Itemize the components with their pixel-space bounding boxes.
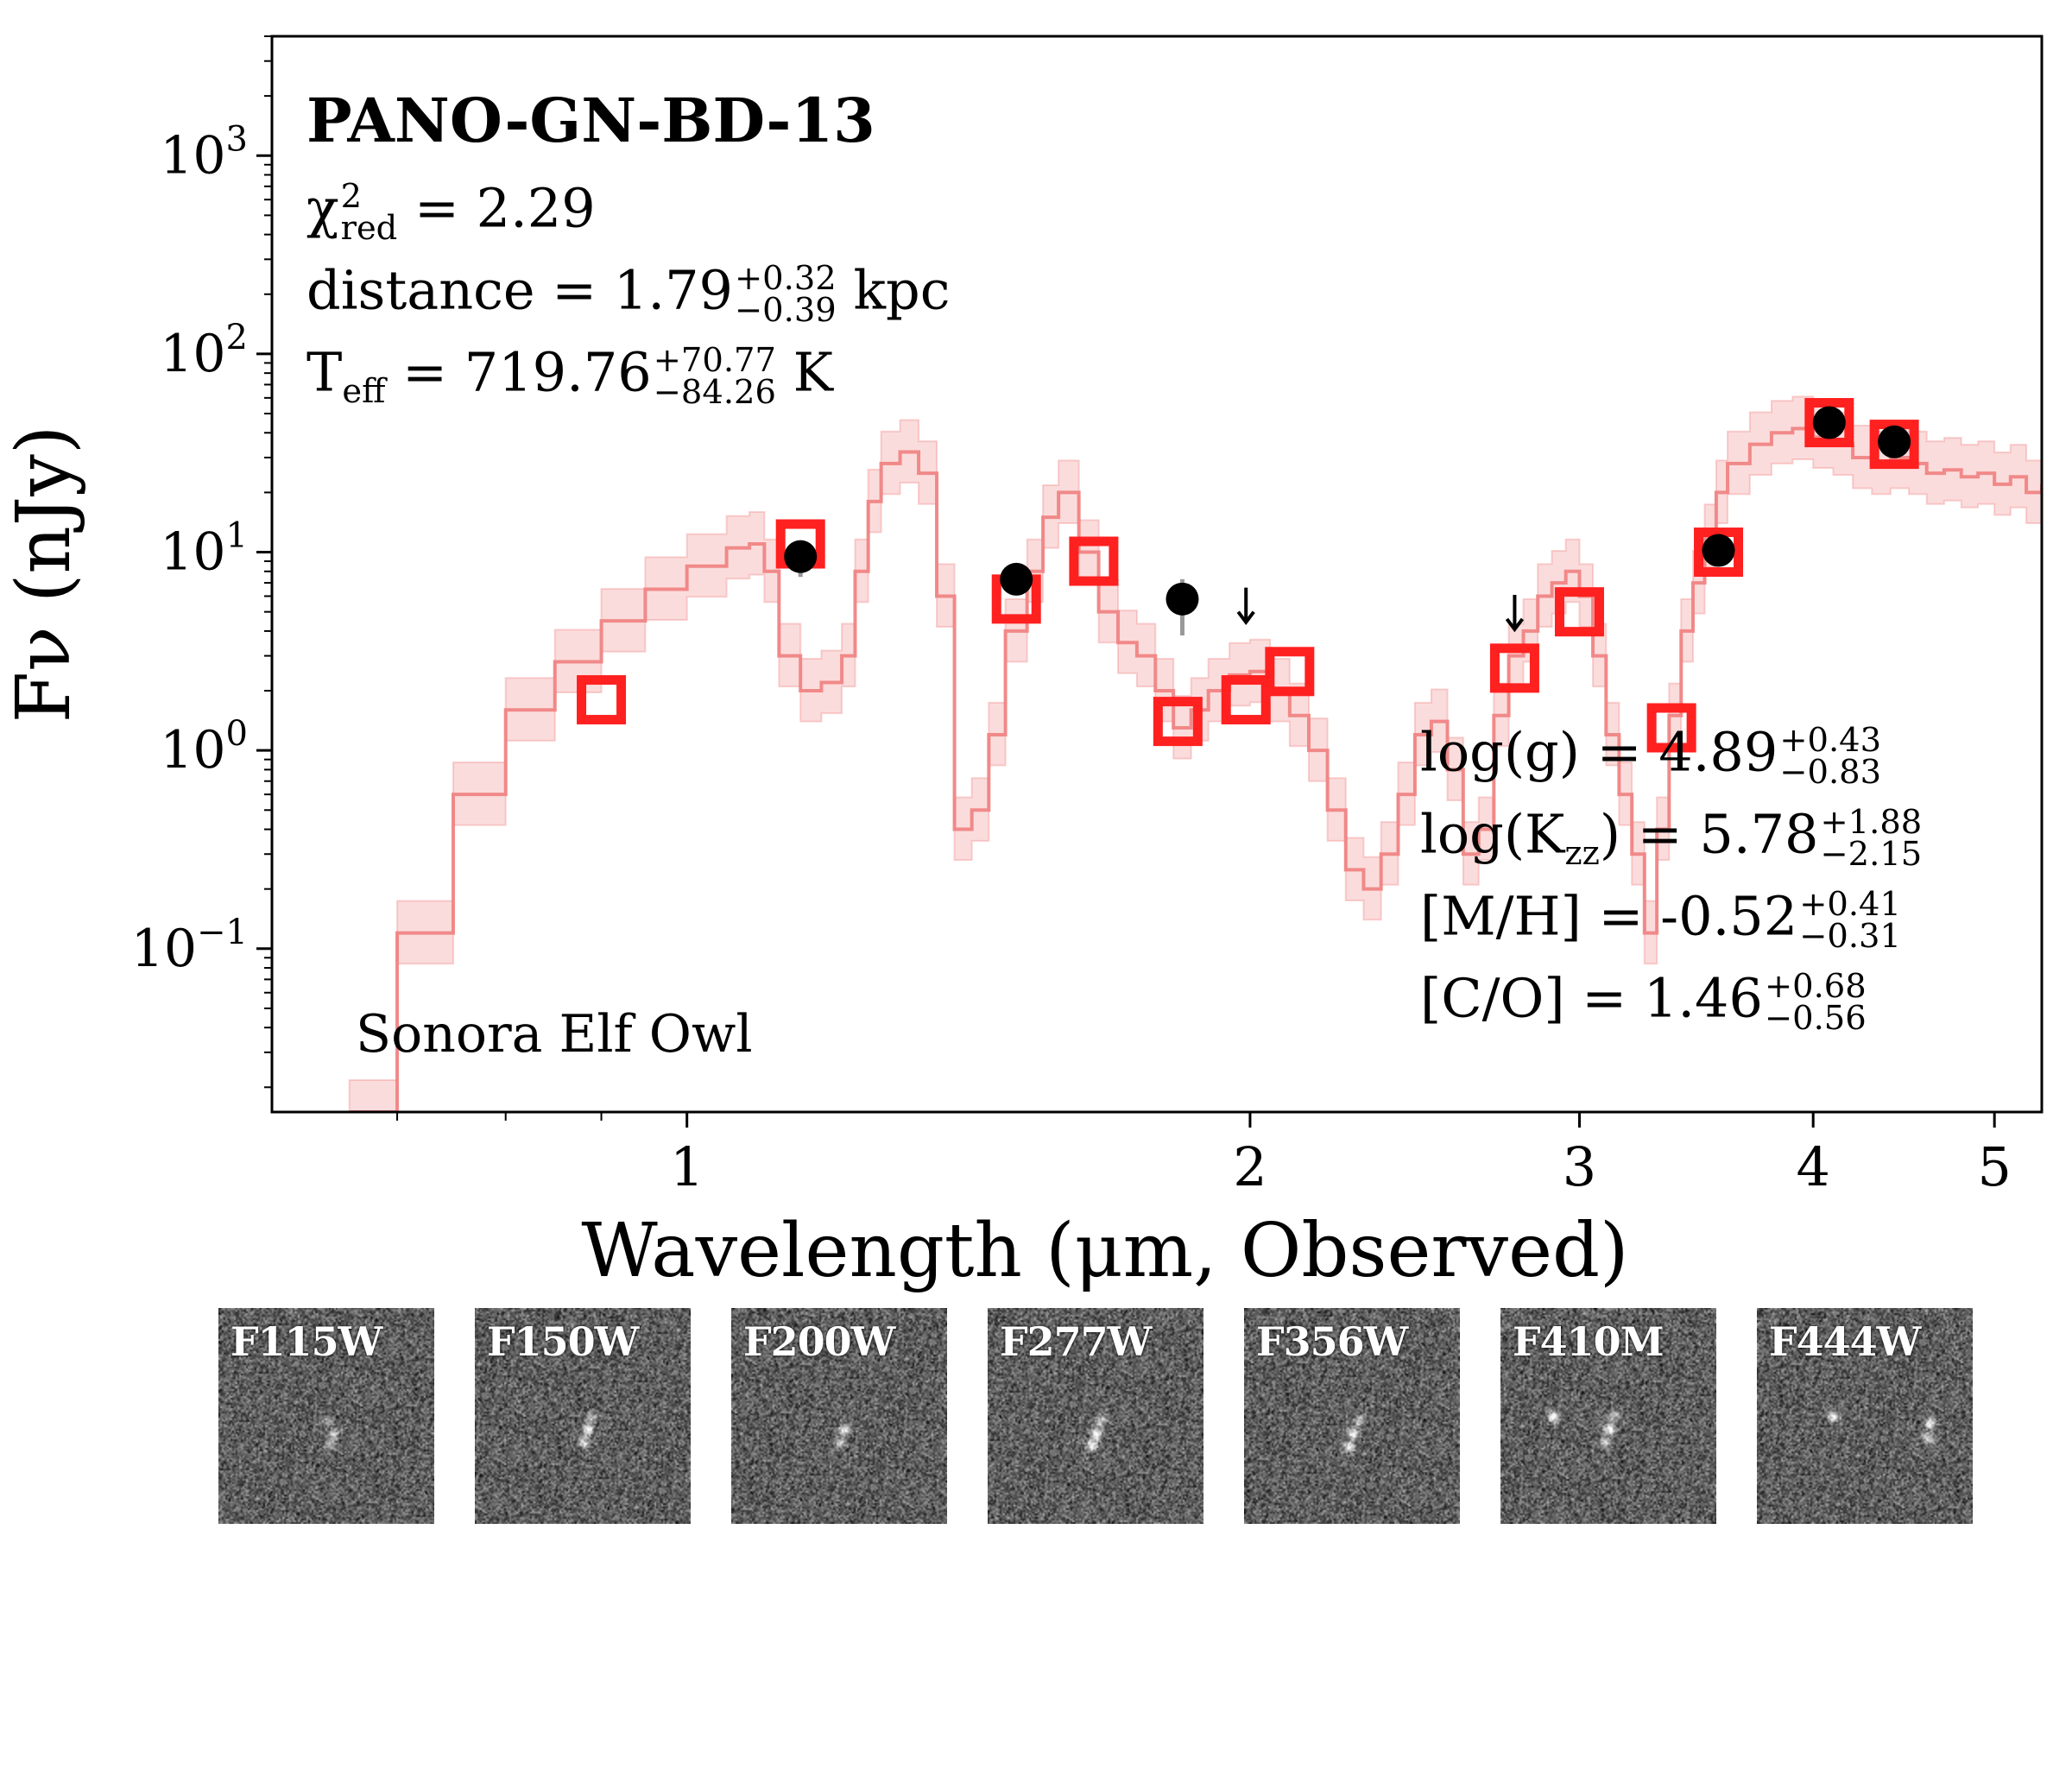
logg-annotation: log(g) = 4.89 +0.43 −0.83: [1420, 721, 1882, 792]
model-photometry-point: [1069, 536, 1119, 586]
model-photometry-point: [1489, 643, 1539, 693]
y-tick-label: 100: [160, 714, 248, 780]
plot-area: [348, 395, 2042, 1112]
model-photometry-point: [1153, 697, 1203, 747]
distance-label: distance = 1.79: [306, 258, 733, 322]
logkzz-plus: +1.88: [1820, 803, 1923, 842]
cutout-filter-label: F410M: [1513, 1318, 1665, 1365]
model-photometry-point: [1221, 675, 1271, 725]
model-photometry-point: [1869, 420, 1919, 470]
teff-sub: eff: [342, 372, 386, 412]
x-tick-label: 3: [1563, 1135, 1596, 1198]
cutout-filter-label: F115W: [231, 1318, 382, 1365]
cutout-f444w: F444W: [1757, 1308, 1973, 1524]
x-tick-label: 2: [1233, 1135, 1267, 1198]
model-spectrum-line: [349, 427, 2042, 1112]
logkzz-annotation: log(Kzz) = 5.78 +1.88 −2.15: [1420, 803, 1923, 874]
model-photometry-point: [1554, 587, 1604, 637]
chi2-sup: 2: [340, 177, 363, 216]
cutout-f115w: F115W: [218, 1308, 434, 1524]
plot-frame: [270, 35, 2044, 1114]
teff-label: T: [306, 340, 343, 404]
cutout-strip: F115W F150W F200W F277W F356W F410M F444W: [218, 1308, 1973, 1524]
distance-plus: +0.32: [734, 259, 837, 298]
model-photometry-point: [577, 675, 627, 725]
cutout-f277w: F277W: [988, 1308, 1203, 1524]
mh-label: [M/H] = -0.52: [1420, 884, 1798, 948]
teff-unit: K: [793, 340, 833, 404]
distance-annotation: distance = 1.79 +0.32 −0.39 kpc: [306, 259, 950, 330]
cutout-filter-label: F200W: [743, 1318, 895, 1365]
distance-unit: kpc: [853, 258, 951, 322]
cutout-image: [1757, 1308, 1973, 1524]
co-label: [C/O] = 1.46: [1420, 966, 1763, 1030]
co-plus: +0.68: [1764, 967, 1867, 1006]
cutout-filter-label: F444W: [1769, 1318, 1921, 1365]
observed-photometry-point: [1878, 425, 1911, 458]
upper-limit-arrow: [1505, 594, 1525, 633]
y-tick-label: 103: [160, 119, 248, 186]
y-tick-label: 10−1: [131, 913, 248, 979]
logg-minus: −0.83: [1779, 752, 1882, 792]
logkzz-label: log(K: [1420, 802, 1565, 866]
model-photometry-point: [1646, 703, 1696, 753]
x-axis-label: Wavelength (μm, Observed): [581, 1208, 1628, 1294]
mh-minus: −0.31: [1799, 916, 1901, 956]
co-annotation: [C/O] = 1.46 +0.68 −0.56: [1420, 967, 1867, 1038]
cutout-filter-label: F356W: [1256, 1318, 1408, 1365]
cutout-filter-label: F277W: [1000, 1318, 1152, 1365]
logkzz-sub: zz: [1564, 834, 1600, 874]
x-tick-label: 4: [1796, 1135, 1829, 1198]
observed-photometry-point: [1000, 562, 1033, 596]
teff-annotation: Teff = 719.76 +70.77 −84.26 K: [306, 341, 833, 412]
model-photometry-point: [1265, 647, 1315, 697]
logkzz-value: ) = 5.78: [1599, 802, 1819, 866]
y-axis-label: Fν (nJy): [1, 426, 87, 724]
mh-annotation: [M/H] = -0.52 +0.41 −0.31: [1420, 885, 1901, 956]
cutout-filter-label: F150W: [487, 1318, 639, 1365]
observed-photometry-point: [784, 540, 818, 573]
y-tick-label: 102: [160, 318, 248, 384]
chi2-value: = 2.29: [414, 176, 596, 240]
observed-photometry-point: [1702, 534, 1735, 567]
cutout-f150w: F150W: [475, 1308, 691, 1524]
model-photometry-point: [1694, 528, 1744, 578]
cutout-image: [988, 1308, 1203, 1524]
teff-minus: −84.26: [653, 372, 776, 412]
x-tick-label: 5: [1977, 1135, 2011, 1198]
cutout-image: [475, 1308, 691, 1524]
teff-plus: +70.77: [653, 341, 776, 380]
model-label: Sonora Elf Owl: [356, 1004, 753, 1065]
logg-label: log(g) = 4.89: [1420, 720, 1778, 784]
object-name: PANO-GN-BD-13: [306, 85, 875, 156]
mh-plus: +0.41: [1799, 885, 1901, 924]
cutout-f410m: F410M: [1500, 1308, 1716, 1524]
cutout-f200w: F200W: [731, 1308, 947, 1524]
upper-limit-arrow: [1236, 587, 1255, 625]
cutout-image: [218, 1308, 434, 1524]
observed-photometry-point: [1166, 582, 1199, 616]
logg-plus: +0.43: [1779, 721, 1882, 760]
cutout-image: [1500, 1308, 1716, 1524]
logkzz-minus: −2.15: [1820, 834, 1923, 874]
chi2-symbol: χ: [306, 176, 339, 240]
cutout-image: [1244, 1308, 1460, 1524]
x-tick-label: 1: [670, 1135, 704, 1198]
model-photometry-point: [1804, 398, 1854, 448]
cutout-f356w: F356W: [1244, 1308, 1460, 1524]
co-minus: −0.56: [1764, 998, 1867, 1038]
cutout-image: [731, 1308, 947, 1524]
observed-photometry-point: [1812, 406, 1846, 439]
distance-minus: −0.39: [734, 290, 837, 330]
sed-chart: 1 2 3 4 5 10−1 100 101 102 103 Wavelength (μm, Obs…: [1, 35, 2044, 1294]
chi2-annotation: χ 2 red = 2.29: [306, 177, 596, 248]
y-tick-label: 101: [160, 516, 248, 583]
teff-value: = 719.76: [402, 340, 652, 404]
chi2-sub: red: [340, 208, 398, 248]
